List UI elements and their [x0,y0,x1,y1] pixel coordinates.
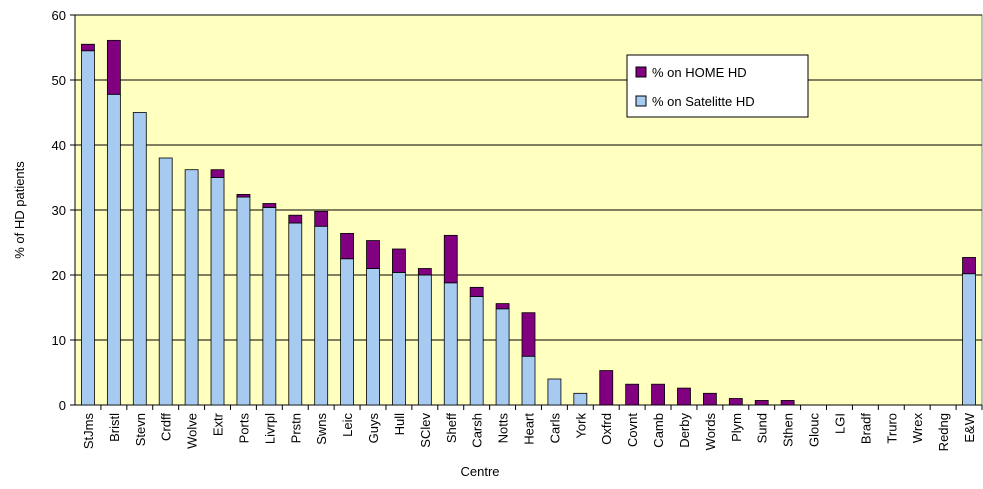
bar-segment [677,387,691,406]
x-tick-label: Covnt [625,413,640,447]
bar-segment [210,177,225,406]
x-tick-label: Crdff [159,413,174,441]
bar-segment [521,312,536,357]
bar-segment [340,232,355,260]
x-tick-label: Redng [936,413,951,451]
x-tick-label: Prstn [288,413,303,443]
bar-segment [262,206,277,406]
bar-segment [132,112,147,406]
bar-segment [495,308,510,406]
legend-swatch [635,66,647,78]
bar-segment [158,157,173,406]
y-tick-label: 50 [52,73,66,88]
x-tick-label: Extr [211,412,226,436]
y-tick-label: 60 [52,8,66,23]
bar-segment [392,248,406,273]
x-tick-label: E&W [962,412,977,442]
bar-segment [392,271,406,406]
bar-segment [106,39,121,95]
bar-segment [703,392,717,406]
x-tick-label: York [573,413,588,439]
bar-segment [651,383,665,406]
x-tick-label: Sund [755,413,770,443]
x-tick-label: Glouc [807,413,822,447]
bar-segment [236,193,251,198]
bar-segment [81,43,95,52]
y-tick-label: 20 [52,268,66,283]
legend-swatch [635,95,647,107]
x-tick-label: Camb [651,413,666,448]
x-tick-label: Swns [314,413,329,445]
x-tick-label: Derby [677,413,692,448]
bar-segment [340,258,355,406]
bar-segment [210,169,225,178]
x-tick-label: Sthen [781,413,796,447]
bar-segment [366,240,380,269]
x-tick-label: LGI [832,413,847,434]
x-tick-label: Bradf [858,413,873,444]
x-tick-label: StJms [81,413,96,450]
x-tick-label: Bristl [107,413,122,442]
bar-segment [521,355,536,406]
bar-segment [236,196,251,406]
y-tick-label: 0 [59,398,66,413]
x-tick-label: Guys [366,413,381,444]
bar-segment [962,257,976,275]
x-tick-label: Sheff [444,413,459,444]
x-tick-label: Leic [340,413,355,437]
legend-label: % on HOME HD [652,65,747,80]
bar-segment [314,225,329,406]
bar-segment [184,169,199,406]
bar-segment [547,378,562,406]
bar-segment [625,383,640,406]
bar-segment [573,392,588,406]
bar-segment [443,234,458,284]
x-tick-label: Ports [236,413,251,444]
x-tick-label: Truro [884,413,899,444]
bar-segment [469,296,484,406]
x-tick-label: Carls [547,413,562,444]
bar-segment [417,268,432,276]
x-tick-label: Words [703,413,718,451]
x-tick-label: Plym [729,413,744,442]
bar-segment [728,398,743,406]
bar-segment [599,370,614,406]
bar-segment [443,282,458,406]
x-axis-title: Centre [460,464,499,479]
bar-segment [81,50,95,406]
x-tick-label: Stevn [133,413,148,446]
x-tick-label: Wolve [185,413,200,449]
legend-label: % on Satelitte HD [652,94,755,109]
y-axis-title: % of HD patients [12,161,27,259]
bar-segment [314,210,329,227]
bar-segment [288,222,303,406]
bar-segment [962,273,976,406]
bar-segment [417,274,432,406]
legend-box [626,54,809,118]
x-tick-label: Heart [522,413,537,445]
bar-segment [366,268,380,406]
x-tick-label: Livrpl [262,413,277,444]
bar-segment [288,214,303,224]
x-tick-label: Oxfrd [599,413,614,445]
x-tick-label: SClev [418,413,433,448]
y-tick-label: 30 [52,203,66,218]
bar-segment [754,400,769,406]
y-tick-label: 40 [52,138,66,153]
bar-segment [106,93,121,406]
bar-segment [469,286,484,297]
x-tick-label: Carsh [470,413,485,448]
bar-segment [495,303,510,310]
bar-segment [780,400,795,406]
x-tick-label: Hull [392,413,407,436]
y-tick-label: 10 [52,333,66,348]
bar-segment [262,203,277,208]
x-tick-label: Notts [496,413,511,444]
x-tick-label: Wrex [910,413,925,444]
